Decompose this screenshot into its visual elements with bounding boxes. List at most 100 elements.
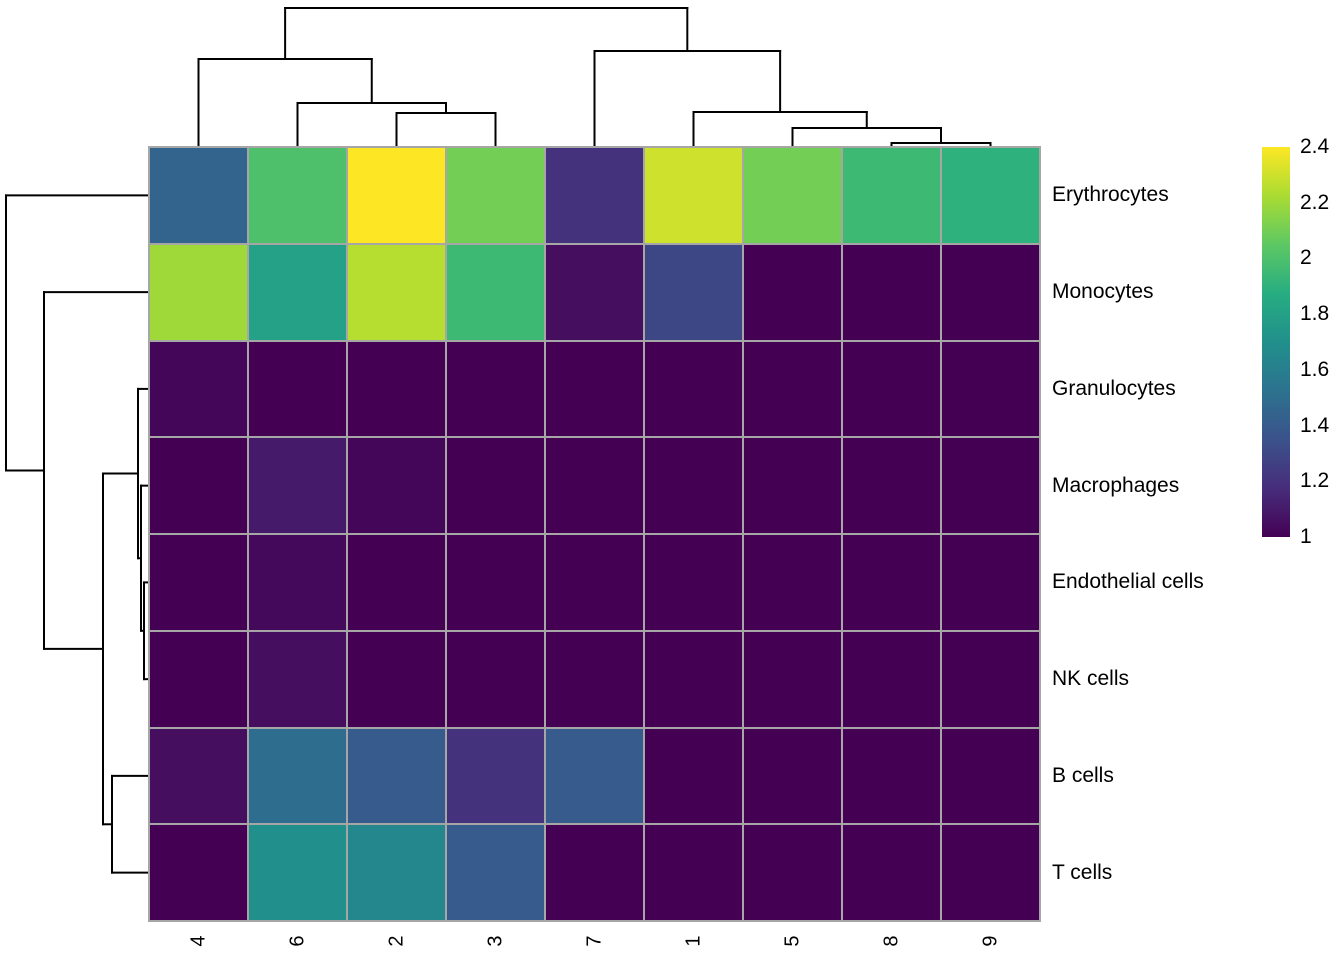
heatmap-cell [447, 728, 544, 824]
column-label: 5 [781, 935, 803, 947]
heatmap-cell [348, 244, 445, 340]
heatmap-cell [645, 631, 742, 727]
heatmap-cell [843, 825, 940, 920]
heatmap-cell [744, 244, 841, 340]
heatmap-cell [249, 535, 346, 630]
heatmap-cell [843, 631, 940, 727]
heatmap-cell [744, 438, 841, 533]
heatmap-cell [249, 631, 346, 727]
heatmap-cell [843, 341, 940, 437]
heatmap-cell [150, 631, 247, 727]
row-label: T cells [1052, 860, 1113, 884]
heatmap-cell [447, 148, 544, 243]
heatmap-cell [843, 728, 940, 824]
row-label: Monocytes [1052, 280, 1154, 304]
heatmap-cell [546, 244, 643, 340]
heatmap-cell [744, 825, 841, 920]
heatmap-cell [744, 341, 841, 437]
column-label: 6 [286, 935, 308, 947]
heatmap-cell [348, 341, 445, 437]
heatmap-cell [645, 341, 742, 437]
color-scale-legend [1262, 147, 1290, 537]
heatmap-cell [249, 825, 346, 920]
heatmap-cell [348, 631, 445, 727]
heatmap-cell [150, 148, 247, 243]
heatmap-cell [447, 341, 544, 437]
row-label: Erythrocytes [1052, 183, 1169, 207]
heatmap-cell [249, 728, 346, 824]
heatmap-cell [645, 825, 742, 920]
heatmap-cell [942, 341, 1039, 437]
heatmap-cell [843, 438, 940, 533]
heatmap-cell [150, 535, 247, 630]
heatmap-cell [150, 438, 247, 533]
heatmap-cell [447, 535, 544, 630]
heatmap-cell [546, 341, 643, 437]
column-label: 7 [583, 935, 605, 947]
heatmap-cell [546, 438, 643, 533]
heatmap-cell [843, 244, 940, 340]
row-label: Macrophages [1052, 473, 1180, 497]
heatmap-cell [150, 341, 247, 437]
heatmap-cell [942, 728, 1039, 824]
heatmap-cell [150, 244, 247, 340]
heatmap-cell [546, 148, 643, 243]
heatmap-cell [645, 438, 742, 533]
heatmap-cell [447, 438, 544, 533]
legend-tick-label: 1.2 [1300, 469, 1330, 493]
legend-tick-label: 1.8 [1300, 302, 1330, 326]
heatmap-cell [546, 728, 643, 824]
heatmap-cell [447, 825, 544, 920]
legend-tick-label: 2.2 [1300, 190, 1330, 214]
column-dendrogram [197, 7, 992, 147]
heatmap-cell [645, 535, 742, 630]
legend-tick-label: 2.4 [1300, 135, 1330, 158]
legend-tick-label: 1 [1300, 525, 1312, 548]
heatmap-cell [744, 148, 841, 243]
column-label: 4 [187, 935, 209, 947]
heatmap-cell [744, 535, 841, 630]
heatmap-cell [942, 825, 1039, 920]
heatmap-cell [348, 535, 445, 630]
heatmap-cell [348, 728, 445, 824]
heatmap-matrix [148, 146, 1041, 922]
column-label: 3 [484, 935, 506, 947]
heatmap-cell [249, 341, 346, 437]
column-label: 9 [979, 935, 1001, 947]
heatmap-cell [150, 728, 247, 824]
heatmap-cell [942, 148, 1039, 243]
heatmap-cell [942, 438, 1039, 533]
legend-tick-label: 1.6 [1300, 357, 1330, 381]
heatmap-cell [744, 631, 841, 727]
heatmap-cell [843, 535, 940, 630]
heatmap-cell [249, 244, 346, 340]
row-dendrogram [5, 194, 149, 874]
heatmap-cell [546, 825, 643, 920]
heatmap-cell [546, 631, 643, 727]
column-label: 2 [385, 935, 407, 947]
heatmap-cell [942, 535, 1039, 630]
heatmap-cell [645, 244, 742, 340]
heatmap-cell [843, 148, 940, 243]
heatmap-cell [645, 728, 742, 824]
heatmap-cell [447, 631, 544, 727]
heatmap-cell [942, 244, 1039, 340]
row-label: B cells [1052, 763, 1114, 787]
row-label: Endothelial cells [1052, 570, 1204, 594]
heatmap-cell [249, 148, 346, 243]
heatmap-cell [447, 244, 544, 340]
legend-tick-label: 2 [1300, 246, 1312, 270]
row-label: NK cells [1052, 667, 1130, 691]
heatmap-cell [744, 728, 841, 824]
heatmap-cell [348, 825, 445, 920]
heatmap-cell [942, 631, 1039, 727]
heatmap-cell [546, 535, 643, 630]
column-label: 8 [880, 935, 902, 947]
row-label: Granulocytes [1052, 376, 1176, 400]
heatmap-cell [348, 148, 445, 243]
legend-tick-label: 1.4 [1300, 413, 1330, 437]
heatmap-cell [348, 438, 445, 533]
heatmap-cell [249, 438, 346, 533]
heatmap-cell [645, 148, 742, 243]
